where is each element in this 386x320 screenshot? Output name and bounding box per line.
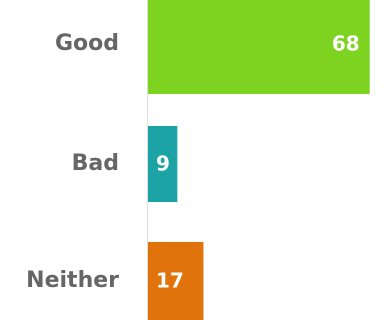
bar-group-good: Good 68 bbox=[55, 0, 370, 94]
bar-group-bad: Bad 9 bbox=[72, 126, 178, 202]
value-label-bad: 9 bbox=[156, 152, 170, 176]
category-label-bad: Bad bbox=[72, 151, 119, 176]
category-label-neither: Neither bbox=[26, 268, 119, 293]
bar-bad bbox=[148, 126, 178, 202]
category-label-good: Good bbox=[55, 31, 119, 56]
value-label-good: 68 bbox=[332, 32, 360, 56]
bar-group-neither: Neither 17 bbox=[26, 242, 204, 320]
bar-neither bbox=[148, 242, 204, 320]
value-label-neither: 17 bbox=[156, 269, 184, 293]
bar-good bbox=[148, 0, 370, 94]
